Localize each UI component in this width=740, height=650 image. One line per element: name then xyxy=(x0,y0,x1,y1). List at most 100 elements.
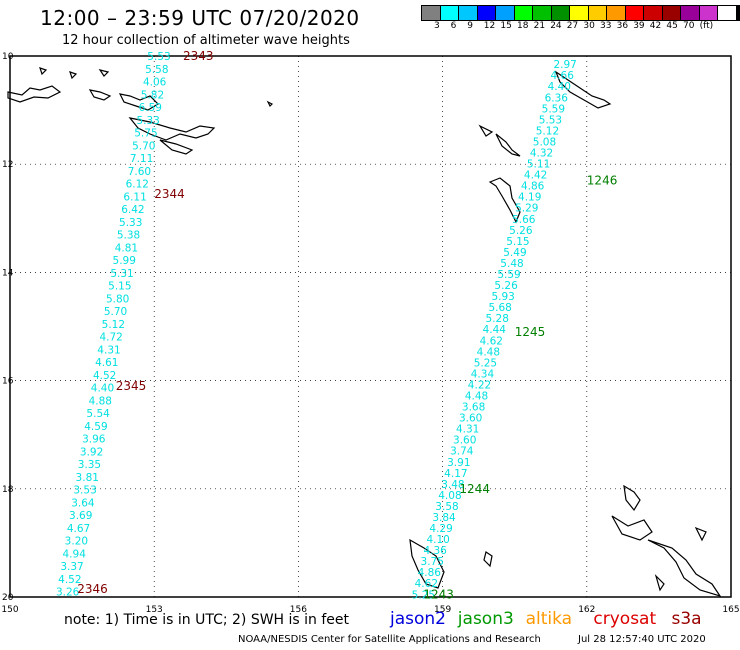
wave-height-value: 3.92 xyxy=(80,446,103,458)
wave-height-value: 6.11 xyxy=(123,191,146,203)
chart-subtitle: 12 hour collection of altimeter wave hei… xyxy=(62,33,350,48)
wave-height-value: 5.48 xyxy=(500,258,523,270)
color-scale-label: 9 xyxy=(467,21,473,31)
color-scale-label: 30 xyxy=(583,21,595,31)
wave-height-value: 5.80 xyxy=(106,293,129,305)
wave-height-value: 5.53 xyxy=(147,51,170,63)
island-shape xyxy=(69,71,78,80)
wave-height-value: 4.22 xyxy=(468,379,491,391)
chart-title: 12:00 – 23:59 UTC 07/20/2020 xyxy=(40,6,360,30)
island-shape xyxy=(554,70,612,109)
wave-height-value: 4.31 xyxy=(97,344,120,356)
wave-height-value: 5.38 xyxy=(117,230,140,242)
wave-height-value: 7.11 xyxy=(130,153,153,165)
wave-height-value: 3.81 xyxy=(76,472,99,484)
color-scale-label: 36 xyxy=(616,21,629,31)
wave-height-value: 4.08 xyxy=(438,490,461,502)
wave-height-value: 3.75 xyxy=(421,556,444,568)
pass-time-label: 1243 xyxy=(423,587,454,601)
satellite-legend-item: s3a xyxy=(671,609,702,629)
wave-height-value: 3.74 xyxy=(450,446,474,458)
wave-height-value: 5.68 xyxy=(488,302,511,314)
pass-time-label: 1245 xyxy=(515,325,546,339)
color-scale-label: 15 xyxy=(500,21,512,31)
footer-credit: NOAA/NESDIS Center for Satellite Applica… xyxy=(238,634,541,645)
island-shape xyxy=(88,89,112,101)
satellite-legend-item: jason2 xyxy=(390,609,446,629)
color-scale-labels: 3 6 9 12 15 18 21 24 27 30 33 36 39 42 45 70 (ft) xyxy=(422,21,740,35)
wave-height-value: 5.15 xyxy=(108,281,131,293)
wave-height-value: 6.12 xyxy=(126,179,149,191)
wave-height-value: 5.49 xyxy=(503,247,526,259)
wave-height-value: 5.29 xyxy=(515,203,538,215)
wave-height-value: 4.62 xyxy=(415,578,438,590)
wave-height-value: 5.66 xyxy=(512,214,536,226)
satellite-legend-item: jason3 xyxy=(457,609,514,629)
wave-height-value: 5.33 xyxy=(119,217,142,229)
wave-height-value: 4.10 xyxy=(426,534,449,546)
wave-height-value: 3.26 xyxy=(56,587,80,599)
wave-height-value: 3.69 xyxy=(69,510,92,522)
altimeter-tracks: 5.535.584.065.826.595.335.755.707.117.60… xyxy=(56,49,617,601)
color-scale-label: (ft) xyxy=(699,21,714,31)
island-shape xyxy=(7,85,62,103)
x-tick-label: 165 xyxy=(722,605,739,615)
island-shape xyxy=(266,100,274,108)
color-scale-label: 39 xyxy=(633,21,645,31)
wave-height-value: 5.59 xyxy=(497,269,520,281)
color-scale-label: 21 xyxy=(533,21,546,31)
satellite-legend-item: altika xyxy=(525,609,573,629)
wave-height-value: 4.52 xyxy=(93,370,116,382)
wave-height-value: 4.48 xyxy=(465,390,488,402)
wave-height-value: 5.82 xyxy=(141,89,164,101)
wave-height-value: 2.97 xyxy=(553,59,576,71)
wave-height-value: 3.35 xyxy=(78,459,101,471)
color-scale-label: 45 xyxy=(666,21,678,31)
footer-timestamp: Jul 28 12:57:40 UTC 2020 xyxy=(578,634,706,645)
wave-height-value: 5.15 xyxy=(506,236,529,248)
wave-height-value: 4.67 xyxy=(67,523,90,535)
island-shape xyxy=(495,133,521,157)
x-tick-label: 156 xyxy=(290,605,307,615)
wave-height-value: 3.53 xyxy=(73,485,96,497)
island-shape xyxy=(98,69,110,77)
wave-height-value: 3.20 xyxy=(65,536,88,548)
wave-height-value: 4.86 xyxy=(521,181,545,193)
wave-height-value: 3.84 xyxy=(432,512,456,524)
color-scale-label: 27 xyxy=(566,21,579,31)
pass-time-label: 2344 xyxy=(154,187,185,201)
wave-height-value: 5.31 xyxy=(110,268,133,280)
wave-height-value: 4.19 xyxy=(518,192,541,204)
wave-height-value: 5.70 xyxy=(104,306,127,318)
y-tick-label: 10 xyxy=(2,52,14,62)
wave-height-value: 4.81 xyxy=(115,242,138,254)
pass-time-label: 1244 xyxy=(459,482,490,496)
wave-height-value: 5.93 xyxy=(491,291,514,303)
wave-height-value: 5.75 xyxy=(134,128,157,140)
wave-height-value: 5.28 xyxy=(486,313,509,325)
y-tick-label: 14 xyxy=(2,268,14,278)
color-scale-label: 12 xyxy=(483,21,496,31)
wave-height-value: 4.52 xyxy=(58,574,81,586)
wave-height-value: 5.53 xyxy=(539,114,562,126)
y-tick-label: 12 xyxy=(2,160,13,170)
wave-height-value: 4.44 xyxy=(483,324,507,336)
wave-height-value: 3.37 xyxy=(60,561,83,573)
wave-height-value: 4.86 xyxy=(418,567,442,579)
wave-height-value: 4.94 xyxy=(63,548,87,560)
wave-height-value: 5.54 xyxy=(86,408,110,420)
coastlines xyxy=(7,67,722,598)
x-tick-label: 150 xyxy=(1,605,18,615)
wave-height-value: 4.61 xyxy=(95,357,118,369)
island-shape xyxy=(118,93,159,111)
wave-height-value: 4.88 xyxy=(89,395,112,407)
color-swatch xyxy=(735,5,740,21)
wave-height-value: 3.48 xyxy=(441,479,464,491)
wave-height-value: 3.60 xyxy=(453,435,476,447)
wave-height-value: 6.36 xyxy=(545,92,569,104)
wave-height-value: 5.25 xyxy=(474,357,497,369)
wave-height-value: 3.68 xyxy=(462,402,485,414)
island-shape xyxy=(128,117,216,141)
wave-height-value: 5.26 xyxy=(509,225,533,237)
